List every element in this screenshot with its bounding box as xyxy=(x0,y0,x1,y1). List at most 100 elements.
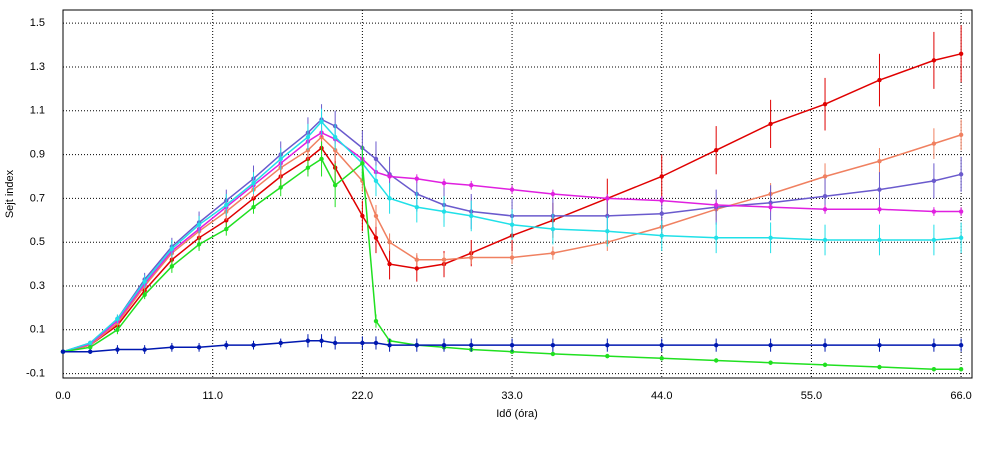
data-point xyxy=(224,226,229,232)
series-line xyxy=(62,134,962,353)
data-point xyxy=(469,342,474,348)
data-point xyxy=(605,342,610,348)
data-point xyxy=(469,183,474,188)
data-point xyxy=(414,176,420,181)
data-point xyxy=(319,119,324,124)
data-point xyxy=(822,193,828,199)
x-tick-label: 11.0 xyxy=(202,390,223,402)
data-point xyxy=(278,340,283,346)
y-tick-label: 0.1 xyxy=(30,324,45,336)
data-point xyxy=(469,213,474,219)
data-point xyxy=(768,121,773,127)
data-point xyxy=(251,204,256,210)
data-point xyxy=(142,347,147,352)
data-point xyxy=(251,180,256,186)
data-point xyxy=(659,211,664,216)
data-point xyxy=(605,353,610,359)
data-point xyxy=(387,239,392,245)
data-point xyxy=(373,318,379,324)
data-point xyxy=(713,202,719,208)
data-point xyxy=(169,246,175,251)
data-point xyxy=(469,255,474,260)
y-tick-label: 0.5 xyxy=(30,236,45,248)
data-point xyxy=(373,178,379,184)
x-tick-label: 22.0 xyxy=(352,390,373,402)
data-point xyxy=(509,187,515,192)
data-point xyxy=(441,257,447,262)
data-point xyxy=(713,147,719,153)
data-point xyxy=(88,349,93,354)
data-point xyxy=(550,191,556,197)
data-point xyxy=(768,360,773,365)
data-point xyxy=(509,342,515,348)
data-point xyxy=(373,340,379,346)
x-tick-label: 33.0 xyxy=(501,390,522,402)
data-point xyxy=(115,347,120,352)
data-point xyxy=(278,185,283,190)
data-point xyxy=(88,340,93,346)
data-point xyxy=(373,235,379,241)
data-point xyxy=(931,178,937,184)
data-point xyxy=(142,279,147,284)
y-tick-label: -0.1 xyxy=(26,368,45,380)
data-point xyxy=(550,342,556,348)
data-point xyxy=(169,264,175,269)
data-point xyxy=(332,340,338,346)
series-line xyxy=(62,157,962,370)
data-point xyxy=(958,172,964,177)
data-point xyxy=(509,255,515,260)
data-point xyxy=(768,204,773,210)
data-point xyxy=(387,342,392,348)
data-point xyxy=(713,342,719,348)
data-point xyxy=(414,266,420,271)
data-point xyxy=(115,316,120,322)
data-point xyxy=(60,349,66,354)
y-tick-label: 1.5 xyxy=(30,17,45,29)
data-point xyxy=(88,345,93,350)
data-point xyxy=(305,134,311,140)
data-point xyxy=(224,342,229,348)
data-point xyxy=(278,156,283,162)
data-point xyxy=(931,209,937,214)
data-point xyxy=(605,196,610,201)
data-point xyxy=(441,209,447,214)
data-point xyxy=(659,198,664,203)
data-point xyxy=(822,207,828,212)
data-point xyxy=(319,156,324,162)
data-point xyxy=(115,327,120,333)
data-point xyxy=(441,342,447,348)
data-point xyxy=(441,180,447,186)
data-point xyxy=(550,226,556,232)
plot-area xyxy=(62,9,973,379)
y-tick-label: 1.3 xyxy=(30,61,45,73)
x-tick-label: 66.0 xyxy=(950,390,971,402)
data-point xyxy=(822,342,828,348)
data-point xyxy=(931,58,937,63)
series-line xyxy=(62,131,962,353)
data-point xyxy=(877,237,882,243)
y-tick-label: 1.1 xyxy=(30,105,45,117)
data-point xyxy=(387,196,392,201)
data-point xyxy=(414,257,420,262)
data-point xyxy=(373,213,379,219)
data-point xyxy=(958,342,964,348)
x-axis-label: Idő (óra) xyxy=(496,408,538,420)
data-point xyxy=(713,235,719,241)
data-point xyxy=(360,340,365,346)
data-point xyxy=(877,364,882,370)
data-point xyxy=(958,235,964,241)
series-line xyxy=(63,340,962,353)
data-point xyxy=(877,158,882,164)
data-point xyxy=(332,134,338,140)
data-point xyxy=(550,351,556,357)
data-point xyxy=(142,292,147,297)
data-point xyxy=(713,358,719,363)
y-tick-label: 0.9 xyxy=(30,148,45,160)
data-point xyxy=(659,342,664,348)
x-tick-label: 55.0 xyxy=(801,390,822,402)
data-point xyxy=(768,342,773,348)
data-point xyxy=(224,202,229,208)
data-point xyxy=(196,345,202,350)
